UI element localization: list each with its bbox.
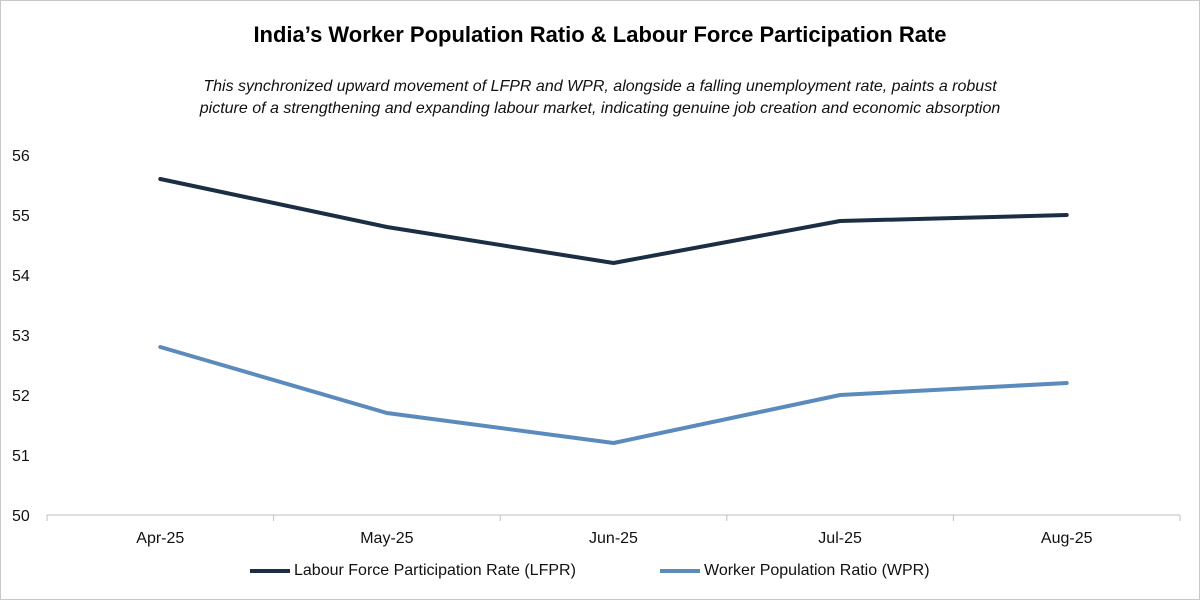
y-tick-label: 55 xyxy=(12,208,30,225)
legend-item-lfpr: Labour Force Participation Rate (LFPR) xyxy=(250,562,576,580)
legend-swatch-lfpr xyxy=(250,569,290,573)
legend-item-wpr: Worker Population Ratio (WPR) xyxy=(660,562,930,580)
y-tick-label: 54 xyxy=(12,268,30,285)
x-tick-label: Jun-25 xyxy=(589,530,638,547)
x-tick-label: Apr-25 xyxy=(136,530,184,547)
legend-label-lfpr: Labour Force Participation Rate (LFPR) xyxy=(294,562,576,579)
subtitle-line-1: This synchronized upward movement of LFP… xyxy=(203,78,997,95)
legend-swatch-wpr xyxy=(660,569,700,573)
y-tick-label: 52 xyxy=(12,388,30,405)
series-line-wpr xyxy=(158,345,1069,445)
y-tick-label: 56 xyxy=(12,148,30,165)
y-tick-label: 53 xyxy=(12,328,30,345)
y-tick-label: 50 xyxy=(12,508,30,525)
y-tick-label: 51 xyxy=(12,448,30,465)
subtitle-line-2: picture of a strengthening and expanding… xyxy=(199,100,1001,117)
x-tick-label: May-25 xyxy=(360,530,413,547)
x-tick-label: Jul-25 xyxy=(818,530,862,547)
x-tick-label: Aug-25 xyxy=(1041,530,1093,547)
series-line-lfpr xyxy=(158,177,1069,265)
chart-subtitle: This synchronized upward movement of LFP… xyxy=(120,76,1080,120)
chart-title: India’s Worker Population Ratio & Labour… xyxy=(253,22,947,47)
chart-legend: Labour Force Participation Rate (LFPR) W… xyxy=(0,562,1200,586)
legend-label-wpr: Worker Population Ratio (WPR) xyxy=(704,562,930,579)
